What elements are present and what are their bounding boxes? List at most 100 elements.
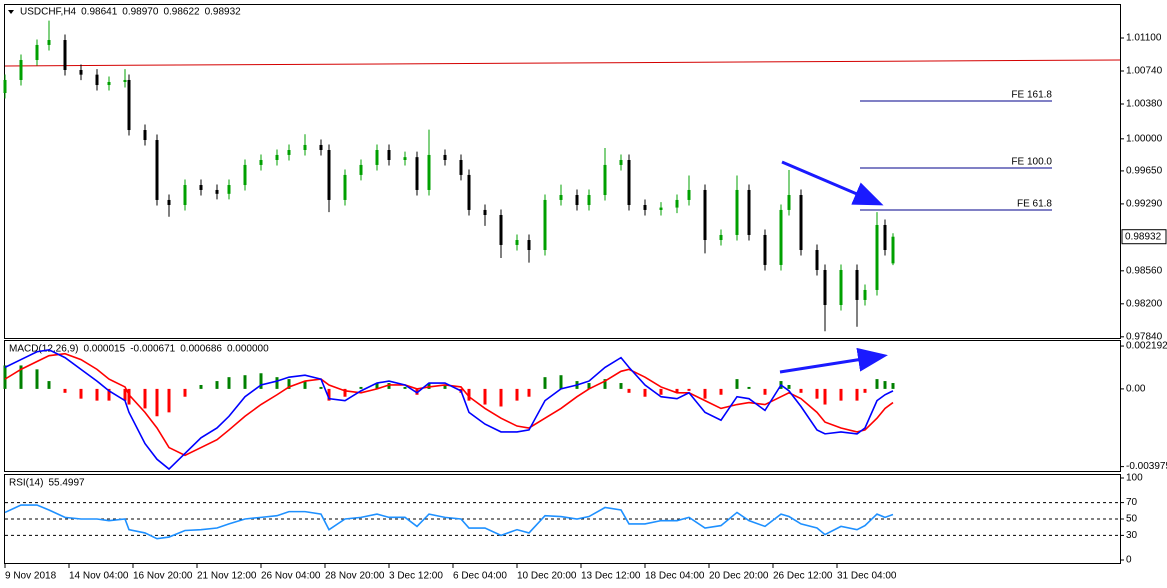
- candle-body: [3, 79, 7, 93]
- histogram-bar: [515, 388, 519, 401]
- rsi-line: [4, 504, 894, 540]
- last-price-label: 0.98932: [1125, 231, 1162, 242]
- histogram-bar: [675, 388, 679, 393]
- candle-body: [443, 154, 447, 160]
- histogram-bar: [403, 386, 407, 389]
- histogram-bar: [559, 375, 563, 389]
- x-tick-label: 9 Nov 2018: [5, 571, 57, 582]
- candle-body: [603, 164, 607, 196]
- histogram-bar: [215, 381, 219, 389]
- histogram-bar: [319, 386, 323, 389]
- histogram-bar: [123, 388, 127, 401]
- histogram-bar: [95, 388, 99, 401]
- candle-body: [483, 209, 487, 215]
- x-tick-label: 31 Dec 04:00: [837, 571, 897, 582]
- y-tick-label: 50: [1126, 514, 1138, 525]
- x-tick-label: 16 Nov 20:00: [133, 571, 193, 582]
- histogram-bar: [275, 377, 279, 389]
- histogram-bar: [467, 388, 471, 401]
- x-tick-label: 20 Dec 20:00: [709, 571, 769, 582]
- histogram-bar: [823, 388, 827, 405]
- header-text: 0.000686: [180, 344, 222, 355]
- candle-body: [387, 150, 391, 160]
- histogram-bar: [127, 388, 131, 405]
- histogram-bar: [303, 381, 307, 389]
- header-text: 0.98641: [81, 7, 118, 18]
- y-tick-label: 100: [1126, 473, 1143, 484]
- candle-body: [167, 199, 171, 206]
- candle-body: [815, 250, 819, 270]
- fib-label: FE 100.0: [1011, 157, 1052, 168]
- candle-body: [123, 79, 127, 82]
- candle-body: [95, 74, 99, 86]
- histogram-bar: [227, 377, 231, 389]
- histogram-bar: [687, 388, 691, 391]
- header-text: 55.4997: [48, 478, 85, 489]
- candle-body: [215, 189, 219, 194]
- y-tick-label: -0.003975: [1126, 461, 1167, 472]
- y-tick-label: 0.97840: [1126, 331, 1163, 342]
- candle-body: [659, 207, 663, 210]
- histogram-bar: [735, 379, 739, 389]
- annotation-arrow: [781, 160, 884, 206]
- histogram-bar: [483, 388, 487, 405]
- y-tick-label: 70: [1126, 497, 1138, 508]
- candle-body: [703, 189, 707, 241]
- histogram-bar: [499, 388, 503, 407]
- macd-line: [4, 348, 894, 471]
- candle-body: [259, 159, 263, 165]
- histogram-bar: [359, 386, 363, 389]
- x-tick-label: 6 Dec 04:00: [453, 571, 507, 582]
- candle-body: [63, 40, 67, 70]
- y-tick-label: 1.00000: [1126, 133, 1163, 144]
- header-text: -0.000671: [130, 344, 175, 355]
- histogram-bar: [243, 375, 247, 389]
- y-tick-label: 0: [1126, 555, 1132, 566]
- x-tick-label: 28 Nov 20:00: [325, 571, 385, 582]
- histogram-bar: [443, 384, 447, 389]
- histogram-bar: [855, 388, 859, 401]
- candle-body: [275, 154, 279, 160]
- candle-body: [747, 189, 751, 235]
- histogram-bar: [627, 388, 631, 393]
- candle-body: [575, 195, 579, 206]
- y-tick-label: 0.99290: [1126, 199, 1163, 210]
- histogram-bar: [387, 383, 391, 389]
- candle-body: [515, 240, 519, 245]
- candle-body: [779, 209, 783, 265]
- histogram-bar: [815, 388, 819, 399]
- y-tick-label: 0.98200: [1126, 298, 1163, 309]
- histogram-bar: [35, 369, 39, 389]
- header-text: MACD(12,26,9): [9, 344, 78, 355]
- histogram-bar: [703, 388, 707, 399]
- menu-icon[interactable]: [8, 10, 14, 14]
- candle-body: [107, 81, 111, 86]
- histogram-bar: [199, 384, 203, 389]
- candle-body: [499, 214, 503, 245]
- histogram-bar: [619, 383, 623, 389]
- x-tick-label: 18 Dec 04:00: [645, 571, 705, 582]
- candle-body: [863, 289, 867, 300]
- header-text: 0.98932: [205, 7, 242, 18]
- histogram-bar: [543, 377, 547, 389]
- histogram-bar: [719, 388, 723, 395]
- histogram-bar: [875, 379, 879, 389]
- candle-body: [319, 144, 323, 151]
- candle-body: [687, 189, 691, 200]
- x-tick-label: 21 Nov 12:00: [197, 571, 257, 582]
- y-tick-label: 0.99650: [1126, 166, 1163, 177]
- candle-body: [823, 269, 827, 306]
- histogram-bar: [3, 365, 7, 389]
- macd-panel: [4, 340, 1121, 472]
- x-tick-label: 13 Dec 12:00: [581, 571, 641, 582]
- candle-body: [19, 59, 23, 80]
- price-panel: [4, 4, 1121, 339]
- candle-body: [627, 159, 631, 206]
- candle-body: [155, 140, 159, 200]
- candle-body: [799, 195, 803, 251]
- candle-body: [375, 150, 379, 165]
- x-tick-label: 26 Nov 04:00: [261, 571, 321, 582]
- candle-body: [427, 154, 431, 190]
- y-tick-label: 1.00740: [1126, 66, 1163, 77]
- histogram-bar: [155, 388, 159, 417]
